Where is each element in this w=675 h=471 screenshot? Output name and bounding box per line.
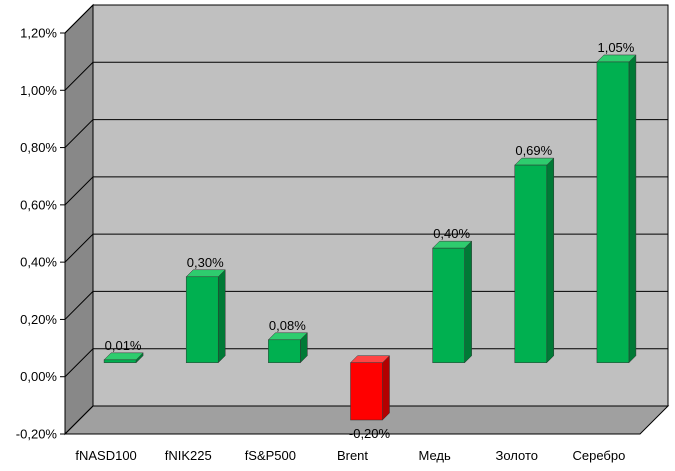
y-tick-label: 0,80% — [20, 140, 57, 155]
y-tick-label: 0,00% — [20, 369, 57, 384]
bar-top — [349, 355, 391, 363]
data-label: 1,05% — [597, 40, 634, 55]
bar-front — [185, 276, 219, 363]
y-tick-label: 0,40% — [20, 255, 57, 270]
bar-front — [350, 362, 383, 421]
x-tick-label: fS&P500 — [245, 448, 296, 463]
data-label: 0,40% — [433, 226, 470, 241]
data-label: 0,30% — [187, 255, 224, 270]
gridline — [64, 290, 668, 320]
bar-front — [268, 339, 301, 363]
gridline — [64, 119, 668, 148]
bar-side — [628, 54, 637, 364]
x-tick-label: Серебро — [573, 448, 626, 463]
back-wall — [92, 4, 669, 407]
bar-front — [103, 359, 137, 363]
y-axis-tick-labels: -0,20% 0,00% 0,20% 0,40% 0,60% 0,80% 1,00% 1,20… — [16, 26, 58, 442]
bar-fNIK225 — [185, 269, 226, 364]
bar-Золото — [514, 157, 555, 364]
bar-front — [514, 164, 548, 363]
x-tick-label: Медь — [419, 448, 452, 463]
data-label: 0,01% — [105, 338, 142, 353]
y-tick-label: 1,20% — [20, 26, 57, 41]
data-labels: 0,01% 0,30% 0,08% -0,20% 0,40% 0,69% 1,05% — [105, 40, 635, 441]
bar-top — [596, 54, 637, 63]
x-tick-label: Brent — [337, 448, 368, 463]
data-label: 0,08% — [269, 318, 306, 333]
y-tick-label: -0,20% — [16, 427, 58, 442]
data-label: 0,69% — [515, 143, 552, 158]
x-tick-label: fNIK225 — [165, 448, 212, 463]
gridlines — [60, 4, 668, 435]
side-wall — [64, 3, 94, 436]
x-tick-label: Золото — [496, 448, 539, 463]
bar-top — [185, 269, 226, 278]
bar-side — [217, 269, 226, 364]
bar-Brent — [349, 355, 391, 421]
x-tick-label: fNASD100 — [75, 448, 136, 463]
bar-top — [103, 352, 144, 361]
bar-Медь — [432, 240, 473, 364]
bar-front — [432, 247, 465, 363]
bar-side — [464, 240, 472, 364]
gridline — [64, 348, 668, 378]
bar-fS&P500 — [267, 332, 308, 364]
bar-top — [514, 157, 555, 166]
bar-side — [382, 355, 390, 421]
x-axis-tick-labels: fNASD100 fNIK225 fS&P500 Brent Медь Золото Сер… — [75, 448, 625, 463]
gridline — [64, 405, 668, 435]
gridline — [64, 61, 668, 91]
bar-top — [432, 240, 473, 249]
gridline — [64, 176, 668, 206]
gridline — [64, 4, 668, 34]
gridline — [64, 233, 668, 263]
bar-front — [596, 61, 630, 363]
data-label: -0,20% — [349, 426, 391, 441]
bar-side — [546, 157, 555, 364]
y-tick-label: 1,00% — [20, 83, 57, 98]
bar-fNASD100 — [103, 352, 144, 364]
bars — [103, 54, 637, 421]
bar-Серебро — [596, 54, 637, 364]
y-tick-label: 0,60% — [20, 197, 57, 212]
y-tick-label: 0,20% — [20, 312, 57, 327]
bar-top — [267, 332, 308, 341]
